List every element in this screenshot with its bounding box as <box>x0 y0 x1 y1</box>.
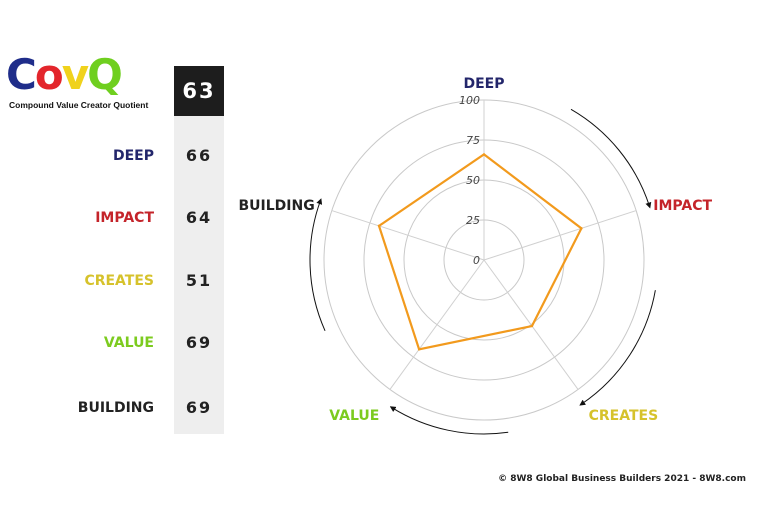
tick-label-0: 0 <box>473 254 480 267</box>
direction-arc-1 <box>570 108 652 209</box>
logo-letter-v: v <box>61 50 89 99</box>
row-score-creates: 51 <box>185 271 213 290</box>
row-label-deep: DEEP <box>112 148 154 164</box>
logo-letters: CovQ <box>6 50 123 99</box>
direction-arc-4 <box>309 198 326 331</box>
data-point-creates <box>530 324 534 328</box>
series-polygon-0 <box>377 153 583 351</box>
data-point-impact <box>580 227 583 230</box>
row-label-value: VALUE <box>103 335 154 351</box>
spoke-creates <box>483 259 579 390</box>
data-point-value <box>417 348 421 351</box>
total-score: 63 <box>174 66 224 116</box>
logo-subtitle: Compound Value Creator Quotient <box>9 100 149 110</box>
row-label-impact: IMPACT <box>95 210 154 226</box>
direction-arc-2 <box>579 290 656 406</box>
axis-label-value: VALUE <box>329 408 379 424</box>
row-score-deep: 66 <box>185 146 213 165</box>
copyright-text: © 8W8 Global Business Builders 2021 - 8W… <box>498 474 746 484</box>
axis-label-deep: DEEP <box>463 76 504 92</box>
row-score-impact: 64 <box>185 208 213 227</box>
radar-chart: 0 25 50 75 100 DEEP IMPACT CREATES VALUE BUILDING <box>238 76 713 435</box>
axis-label-impact: IMPACT <box>653 198 712 214</box>
data-point-deep <box>482 153 486 156</box>
spoke-building <box>331 210 485 261</box>
tick-label-50: 50 <box>466 174 480 187</box>
direction-arc-3 <box>389 406 509 435</box>
row-score-building: 69 <box>185 398 213 417</box>
tick-label-75: 75 <box>466 134 480 147</box>
data-point-building <box>377 224 381 228</box>
axis-label-creates: CREATES <box>589 408 659 424</box>
spoke-impact <box>483 210 637 261</box>
logo-letter-c: C <box>6 50 37 99</box>
tick-label-100: 100 <box>459 94 480 107</box>
covq-logo: CovQ Compound Value Creator Quotient <box>6 52 170 118</box>
axis-label-building: BUILDING <box>238 198 314 214</box>
logo-letter-q: Q <box>87 50 123 99</box>
row-score-value: 69 <box>185 333 213 352</box>
spoke-value <box>389 259 485 390</box>
score-column <box>174 116 224 434</box>
row-label-building: BUILDING <box>77 400 154 416</box>
tick-label-25: 25 <box>466 214 480 227</box>
logo-letter-o: o <box>34 50 64 99</box>
row-label-creates: CREATES <box>84 273 154 289</box>
